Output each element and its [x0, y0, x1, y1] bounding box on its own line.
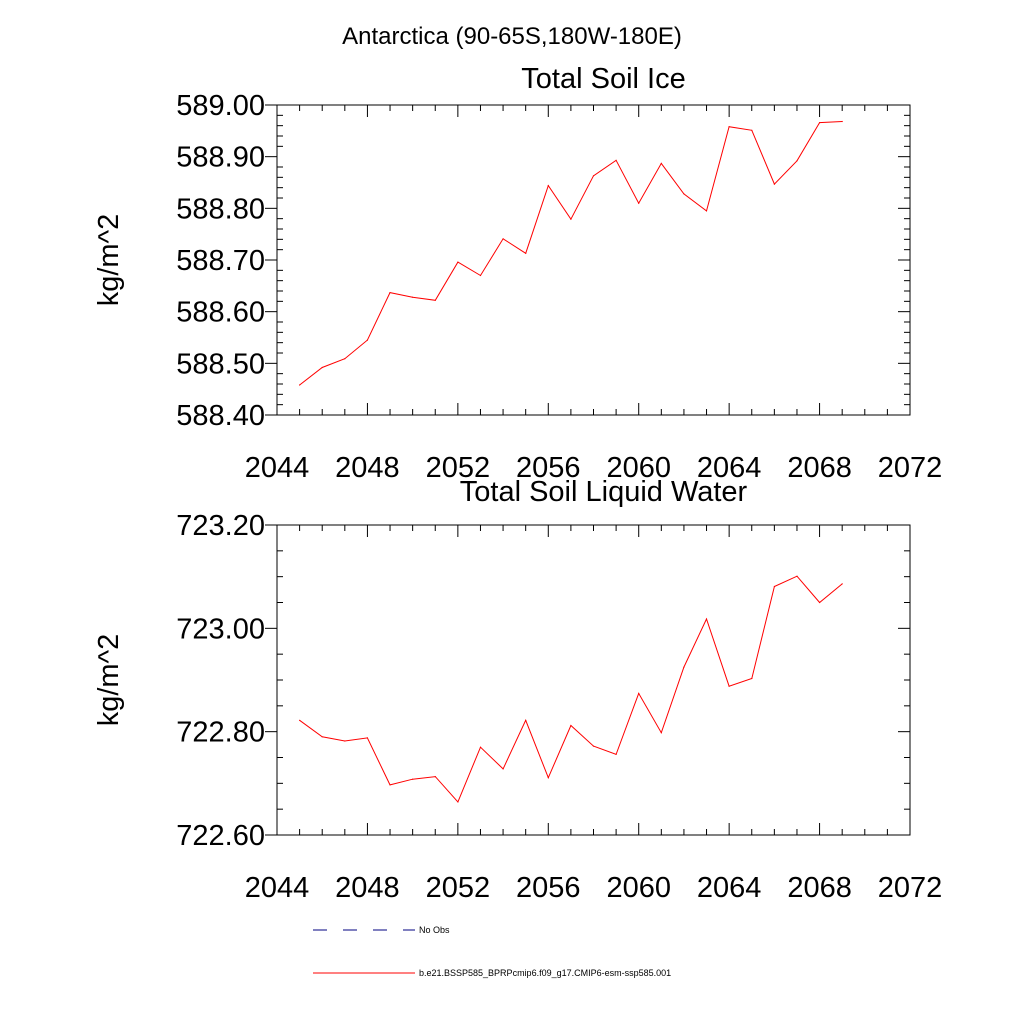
y-tick-label: 723.00	[176, 613, 265, 645]
y-tick-label: 723.20	[176, 510, 265, 542]
x-tick-label: 2056	[516, 872, 581, 904]
data-point	[705, 210, 708, 212]
data-point	[547, 777, 549, 779]
plot-frame	[276, 524, 911, 836]
x-tick-label: 2052	[426, 872, 491, 904]
charts-layer: Total Soil Ice 2044 2048 2052 2056 2060 2064 20…	[93, 63, 942, 904]
x-tick-label: 2044	[245, 872, 310, 904]
legend-item: b.e21.BSSP585_BPRPcmip6.f09_g17.CMIP6-es…	[313, 968, 671, 978]
y-tick-label: 588.80	[176, 193, 265, 225]
data-point	[321, 366, 323, 369]
x-tick-label: 2048	[335, 872, 400, 904]
data-point	[344, 740, 346, 742]
y-tick-label: 722.80	[176, 717, 265, 749]
chart-panel-2: Total Soil Liquid Water 2044 2048 2052 2056 2…	[93, 476, 942, 904]
y-tick-label: 588.50	[176, 348, 265, 380]
data-point	[773, 585, 776, 588]
x-tick-label: 2064	[697, 872, 762, 904]
data-point	[570, 218, 572, 220]
x-tick-label: 2060	[606, 452, 671, 484]
data-point	[751, 129, 753, 131]
x-tick-label: 2064	[697, 452, 762, 484]
data-point	[819, 601, 821, 604]
data-point	[728, 126, 730, 128]
data-point	[366, 737, 368, 739]
x-tick-label: 2056	[516, 452, 581, 484]
data-point	[299, 384, 301, 386]
y-tick-label: 722.60	[176, 820, 265, 852]
data-point	[570, 724, 572, 727]
data-point	[457, 801, 459, 803]
data-point	[525, 719, 527, 721]
y-tick-label: 588.40	[176, 400, 265, 432]
data-point	[366, 339, 368, 341]
data-point	[819, 122, 821, 124]
plot-frame	[276, 104, 911, 416]
data-point	[705, 618, 708, 620]
data-point	[525, 252, 527, 254]
legend: No Obs b.e21.BSSP585_BPRPcmip6.f09_g17.CM…	[313, 925, 671, 978]
data-point	[344, 358, 346, 360]
data-point	[592, 175, 595, 177]
data-point	[683, 666, 685, 668]
data-point	[638, 692, 640, 695]
data-point	[615, 159, 617, 161]
legend-item: No Obs	[313, 925, 450, 935]
legend-label: No Obs	[419, 925, 450, 935]
x-tick-label: 2048	[335, 452, 400, 484]
chart-title: Total Soil Liquid Water	[460, 476, 748, 508]
series-line	[299, 121, 843, 386]
x-tick-label: 2068	[787, 452, 852, 484]
y-tick-label: 588.60	[176, 297, 265, 329]
x-tick-label: 2060	[606, 872, 671, 904]
y-axis-label: kg/m^2	[93, 214, 125, 307]
data-point	[728, 685, 730, 687]
data-point	[434, 776, 436, 778]
y-tick-label: 589.00	[176, 90, 265, 122]
y-axis-label: kg/m^2	[93, 634, 125, 727]
data-point	[457, 261, 459, 263]
x-tick-label: 2052	[426, 452, 491, 484]
data-point	[389, 292, 391, 294]
data-point	[479, 746, 482, 748]
data-point	[502, 768, 504, 770]
figure-suptitle: Antarctica (90-65S,180W-180E)	[342, 23, 682, 50]
data-point	[547, 185, 549, 187]
data-point	[773, 183, 776, 185]
data-point	[796, 575, 798, 577]
data-point	[434, 299, 436, 301]
chart-panel-1: Total Soil Ice 2044 2048 2052 2056 2060 2064 20…	[93, 63, 942, 484]
data-point	[412, 778, 414, 780]
data-point	[615, 753, 617, 756]
data-point	[412, 296, 414, 298]
y-tick-label: 588.90	[176, 142, 265, 174]
data-point	[299, 719, 301, 721]
data-point	[841, 583, 843, 585]
data-point	[683, 193, 685, 195]
data-point	[796, 160, 798, 162]
data-point	[389, 784, 391, 786]
x-tick-label: 2072	[878, 452, 943, 484]
data-point	[660, 732, 662, 734]
legend-label: b.e21.BSSP585_BPRPcmip6.f09_g17.CMIP6-es…	[419, 968, 671, 978]
data-point	[321, 736, 323, 738]
data-point	[592, 745, 595, 747]
data-point	[479, 274, 482, 277]
data-point	[751, 677, 753, 680]
data-point	[638, 202, 640, 204]
y-tick-label: 588.70	[176, 245, 265, 277]
data-point	[841, 120, 843, 123]
data-point	[660, 162, 662, 164]
x-tick-label: 2068	[787, 872, 852, 904]
data-point	[502, 238, 504, 240]
x-tick-label: 2044	[245, 452, 310, 484]
chart-title: Total Soil Ice	[521, 63, 685, 95]
series-line	[299, 575, 843, 803]
x-tick-label: 2072	[878, 872, 943, 904]
